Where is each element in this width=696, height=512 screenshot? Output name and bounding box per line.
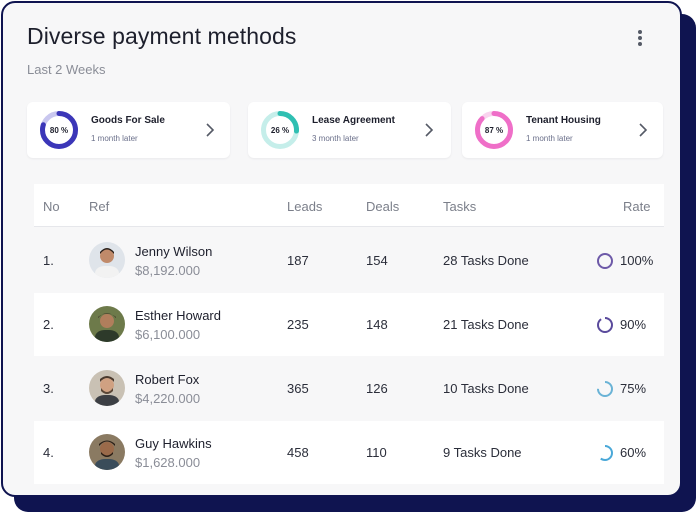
person-name[interactable]: Guy Hawkins [135, 436, 212, 451]
rate-ring-icon [597, 381, 613, 397]
summary-card-goods-for-sale[interactable]: 80 % Goods For Sale 1 month later [27, 102, 230, 158]
leads-value: 187 [287, 253, 309, 268]
summary-title: Lease Agreement [312, 115, 395, 126]
summary-subtext: 1 month later [91, 134, 138, 143]
row-number: 4. [43, 445, 54, 460]
summary-percent: 80 % [49, 125, 69, 135]
summary-percent: 87 % [484, 125, 504, 135]
progress-ring-icon [261, 111, 299, 149]
rate-ring-icon [597, 317, 613, 333]
rate-value: 75% [620, 381, 647, 396]
rate-ring-icon [597, 253, 613, 269]
column-header-ref[interactable]: Ref [89, 199, 110, 214]
column-header-no[interactable]: No [43, 199, 60, 214]
tasks-value: 9 Tasks Done [443, 445, 522, 460]
leads-value: 235 [287, 317, 309, 332]
row-number: 1. [43, 253, 54, 268]
leads-value: 458 [287, 445, 309, 460]
column-header-leads[interactable]: Leads [287, 199, 323, 214]
deals-value: 154 [366, 253, 388, 268]
summary-title: Goods For Sale [91, 115, 165, 126]
card-title: Diverse payment methods [27, 23, 297, 49]
tasks-value: 10 Tasks Done [443, 381, 529, 396]
column-header-deals[interactable]: Deals [366, 199, 400, 214]
leads-value: 365 [287, 381, 309, 396]
column-header-rate[interactable]: Rate [623, 199, 651, 214]
card-subtitle: Last 2 Weeks [27, 62, 106, 77]
summary-percent: 26 % [270, 125, 290, 135]
chevron-right-icon [206, 123, 215, 137]
jenny-wilson-avatar [89, 242, 125, 278]
deals-value: 148 [366, 317, 388, 332]
table-row[interactable]: 3. Robert Fox $4,220.000 365 126 10 Task… [34, 357, 664, 420]
guy-hawkins-avatar [89, 434, 125, 470]
table-header: No Ref Leads Deals Tasks Rate [34, 184, 664, 227]
esther-howard-avatar [89, 306, 125, 342]
rate-value: 90% [620, 317, 647, 332]
person-name[interactable]: Robert Fox [135, 372, 200, 387]
tasks-value: 21 Tasks Done [443, 317, 529, 332]
summary-title: Tenant Housing [526, 115, 601, 126]
column-header-tasks[interactable]: Tasks [443, 199, 477, 214]
person-name[interactable]: Esther Howard [135, 308, 221, 323]
row-number: 3. [43, 381, 54, 396]
payment-methods-card: Diverse payment methods Last 2 Weeks 80 … [1, 1, 682, 497]
person-name[interactable]: Jenny Wilson [135, 244, 213, 259]
leads-table: No Ref Leads Deals Tasks Rate 1. Jenny W… [34, 184, 664, 484]
summary-subtext: 3 month later [312, 134, 359, 143]
progress-ring-icon [475, 111, 513, 149]
row-number: 2. [43, 317, 54, 332]
summary-card-lease-agreement[interactable]: 26 % Lease Agreement 3 month later [248, 102, 451, 158]
deals-value: 110 [366, 445, 387, 460]
person-amount: $1,628.000 [135, 455, 201, 470]
table-row[interactable]: 1. Jenny Wilson $8,192.000 187 154 28 Ta… [34, 229, 664, 292]
person-amount: $4,220.000 [135, 391, 201, 406]
robert-fox-avatar [89, 370, 125, 406]
summary-subtext: 1 month later [526, 134, 573, 143]
chevron-right-icon [425, 123, 434, 137]
person-amount: $6,100.000 [135, 327, 201, 342]
progress-ring-icon [40, 111, 78, 149]
rate-value: 100% [620, 253, 654, 268]
person-amount: $8,192.000 [135, 263, 201, 278]
rate-value: 60% [620, 445, 647, 460]
deals-value: 126 [366, 381, 388, 396]
table-row[interactable]: 2. Esther Howard $6,100.000 235 148 21 T… [34, 293, 664, 356]
table-row[interactable]: 4. Guy Hawkins $1,628.000 458 110 9 Task… [34, 421, 664, 484]
tasks-value: 28 Tasks Done [443, 253, 529, 268]
chevron-right-icon [639, 123, 648, 137]
more-vertical-icon[interactable] [630, 27, 650, 49]
rate-ring-icon [597, 445, 613, 461]
summary-card-tenant-housing[interactable]: 87 % Tenant Housing 1 month later [462, 102, 663, 158]
